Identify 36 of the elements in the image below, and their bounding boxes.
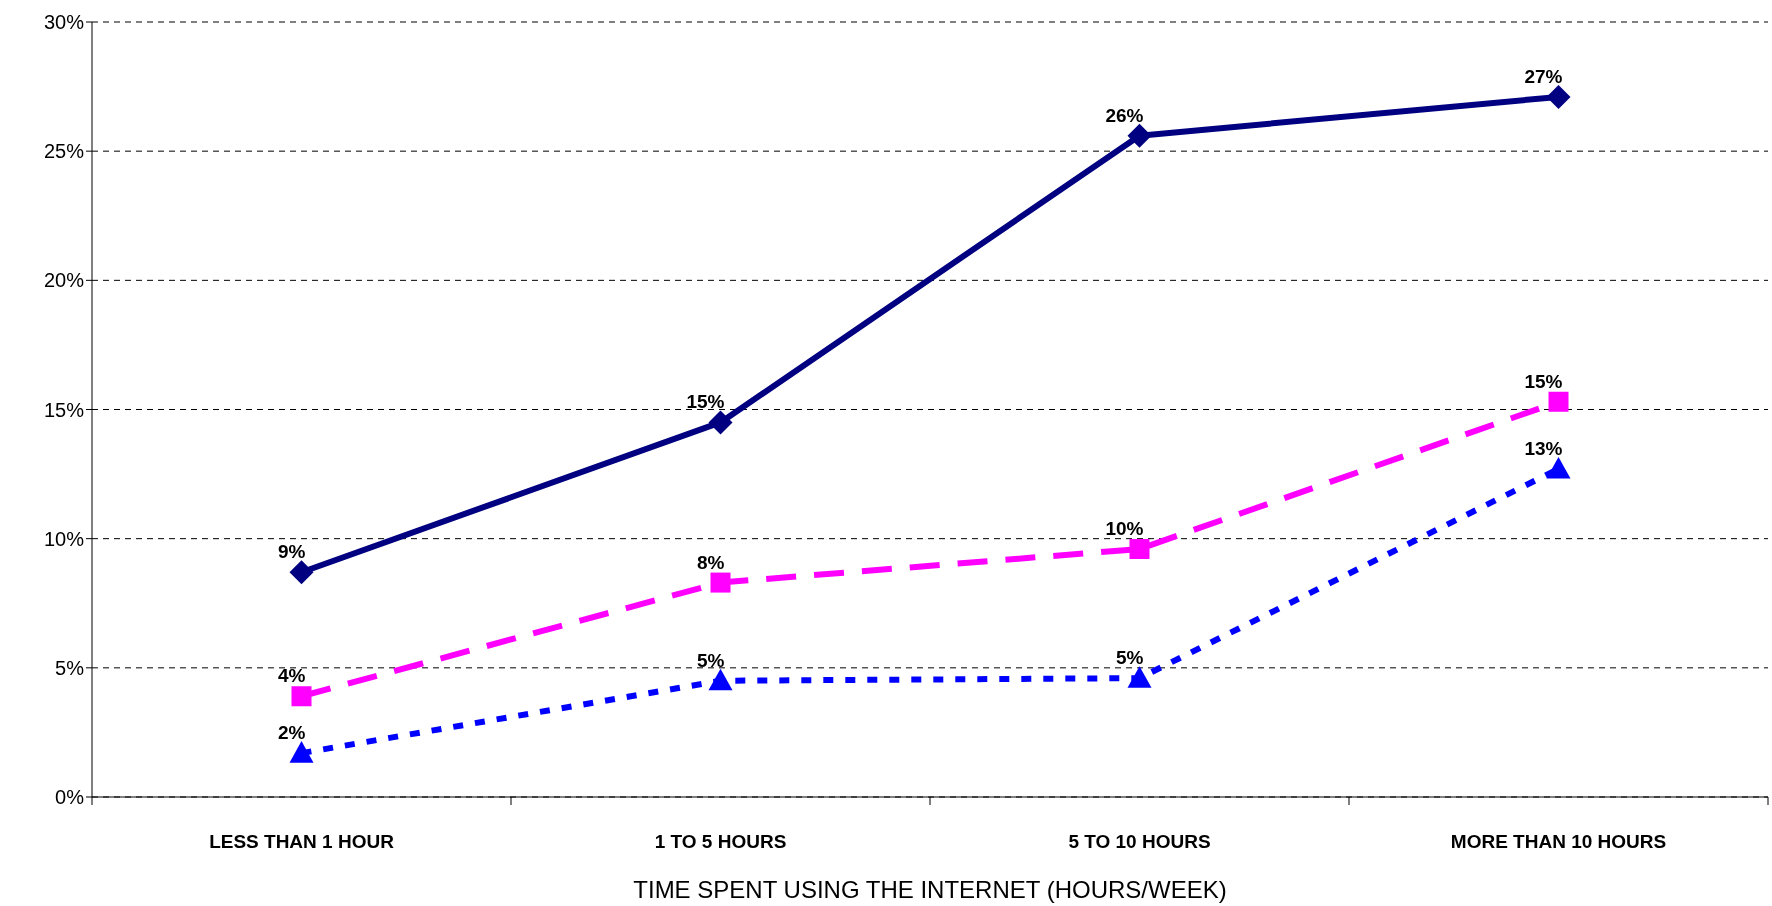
- data-label: 10%: [1105, 518, 1144, 539]
- data-label: 5%: [697, 649, 725, 671]
- data-label: 4%: [278, 665, 306, 687]
- x-tick-label: 5 TO 10 HOURS: [1068, 831, 1211, 853]
- data-label: 8%: [697, 551, 725, 573]
- data-label: 27%: [1524, 65, 1563, 87]
- y-tick-label: 5%: [55, 656, 85, 679]
- data-label: 26%: [1105, 104, 1144, 126]
- data-label: 9%: [278, 541, 306, 563]
- point: [289, 560, 314, 585]
- point: [1546, 456, 1571, 479]
- y-tick-label: 25%: [43, 140, 85, 163]
- point: [1127, 123, 1152, 148]
- data-label: 15%: [686, 391, 725, 413]
- point: [1548, 391, 1569, 412]
- data-label: 2%: [278, 722, 306, 744]
- y-tick-label: 15%: [43, 398, 85, 421]
- x-tick-label: MORE THAN 10 HOURS: [1450, 831, 1667, 853]
- point: [1129, 539, 1150, 559]
- point: [1127, 666, 1152, 688]
- point: [1546, 84, 1571, 109]
- data-label: 15%: [1524, 370, 1563, 392]
- y-tick-label: 10%: [43, 527, 85, 550]
- point: [708, 410, 733, 435]
- data-label: 5%: [1116, 647, 1144, 669]
- y-tick-label: 30%: [43, 11, 85, 34]
- point: [708, 668, 733, 691]
- x-axis-title: TIME SPENT USING THE INTERNET (HOURS/WEEK): [633, 876, 1227, 903]
- y-tick-label: 0%: [55, 786, 85, 809]
- point: [291, 686, 312, 707]
- point: [289, 741, 314, 763]
- x-tick-label: LESS THAN 1 HOUR: [209, 831, 395, 853]
- data-label: 13%: [1524, 437, 1563, 459]
- x-tick-label: 1 TO 5 HOURS: [654, 831, 787, 853]
- y-tick-label: 20%: [43, 269, 85, 292]
- point: [710, 572, 731, 593]
